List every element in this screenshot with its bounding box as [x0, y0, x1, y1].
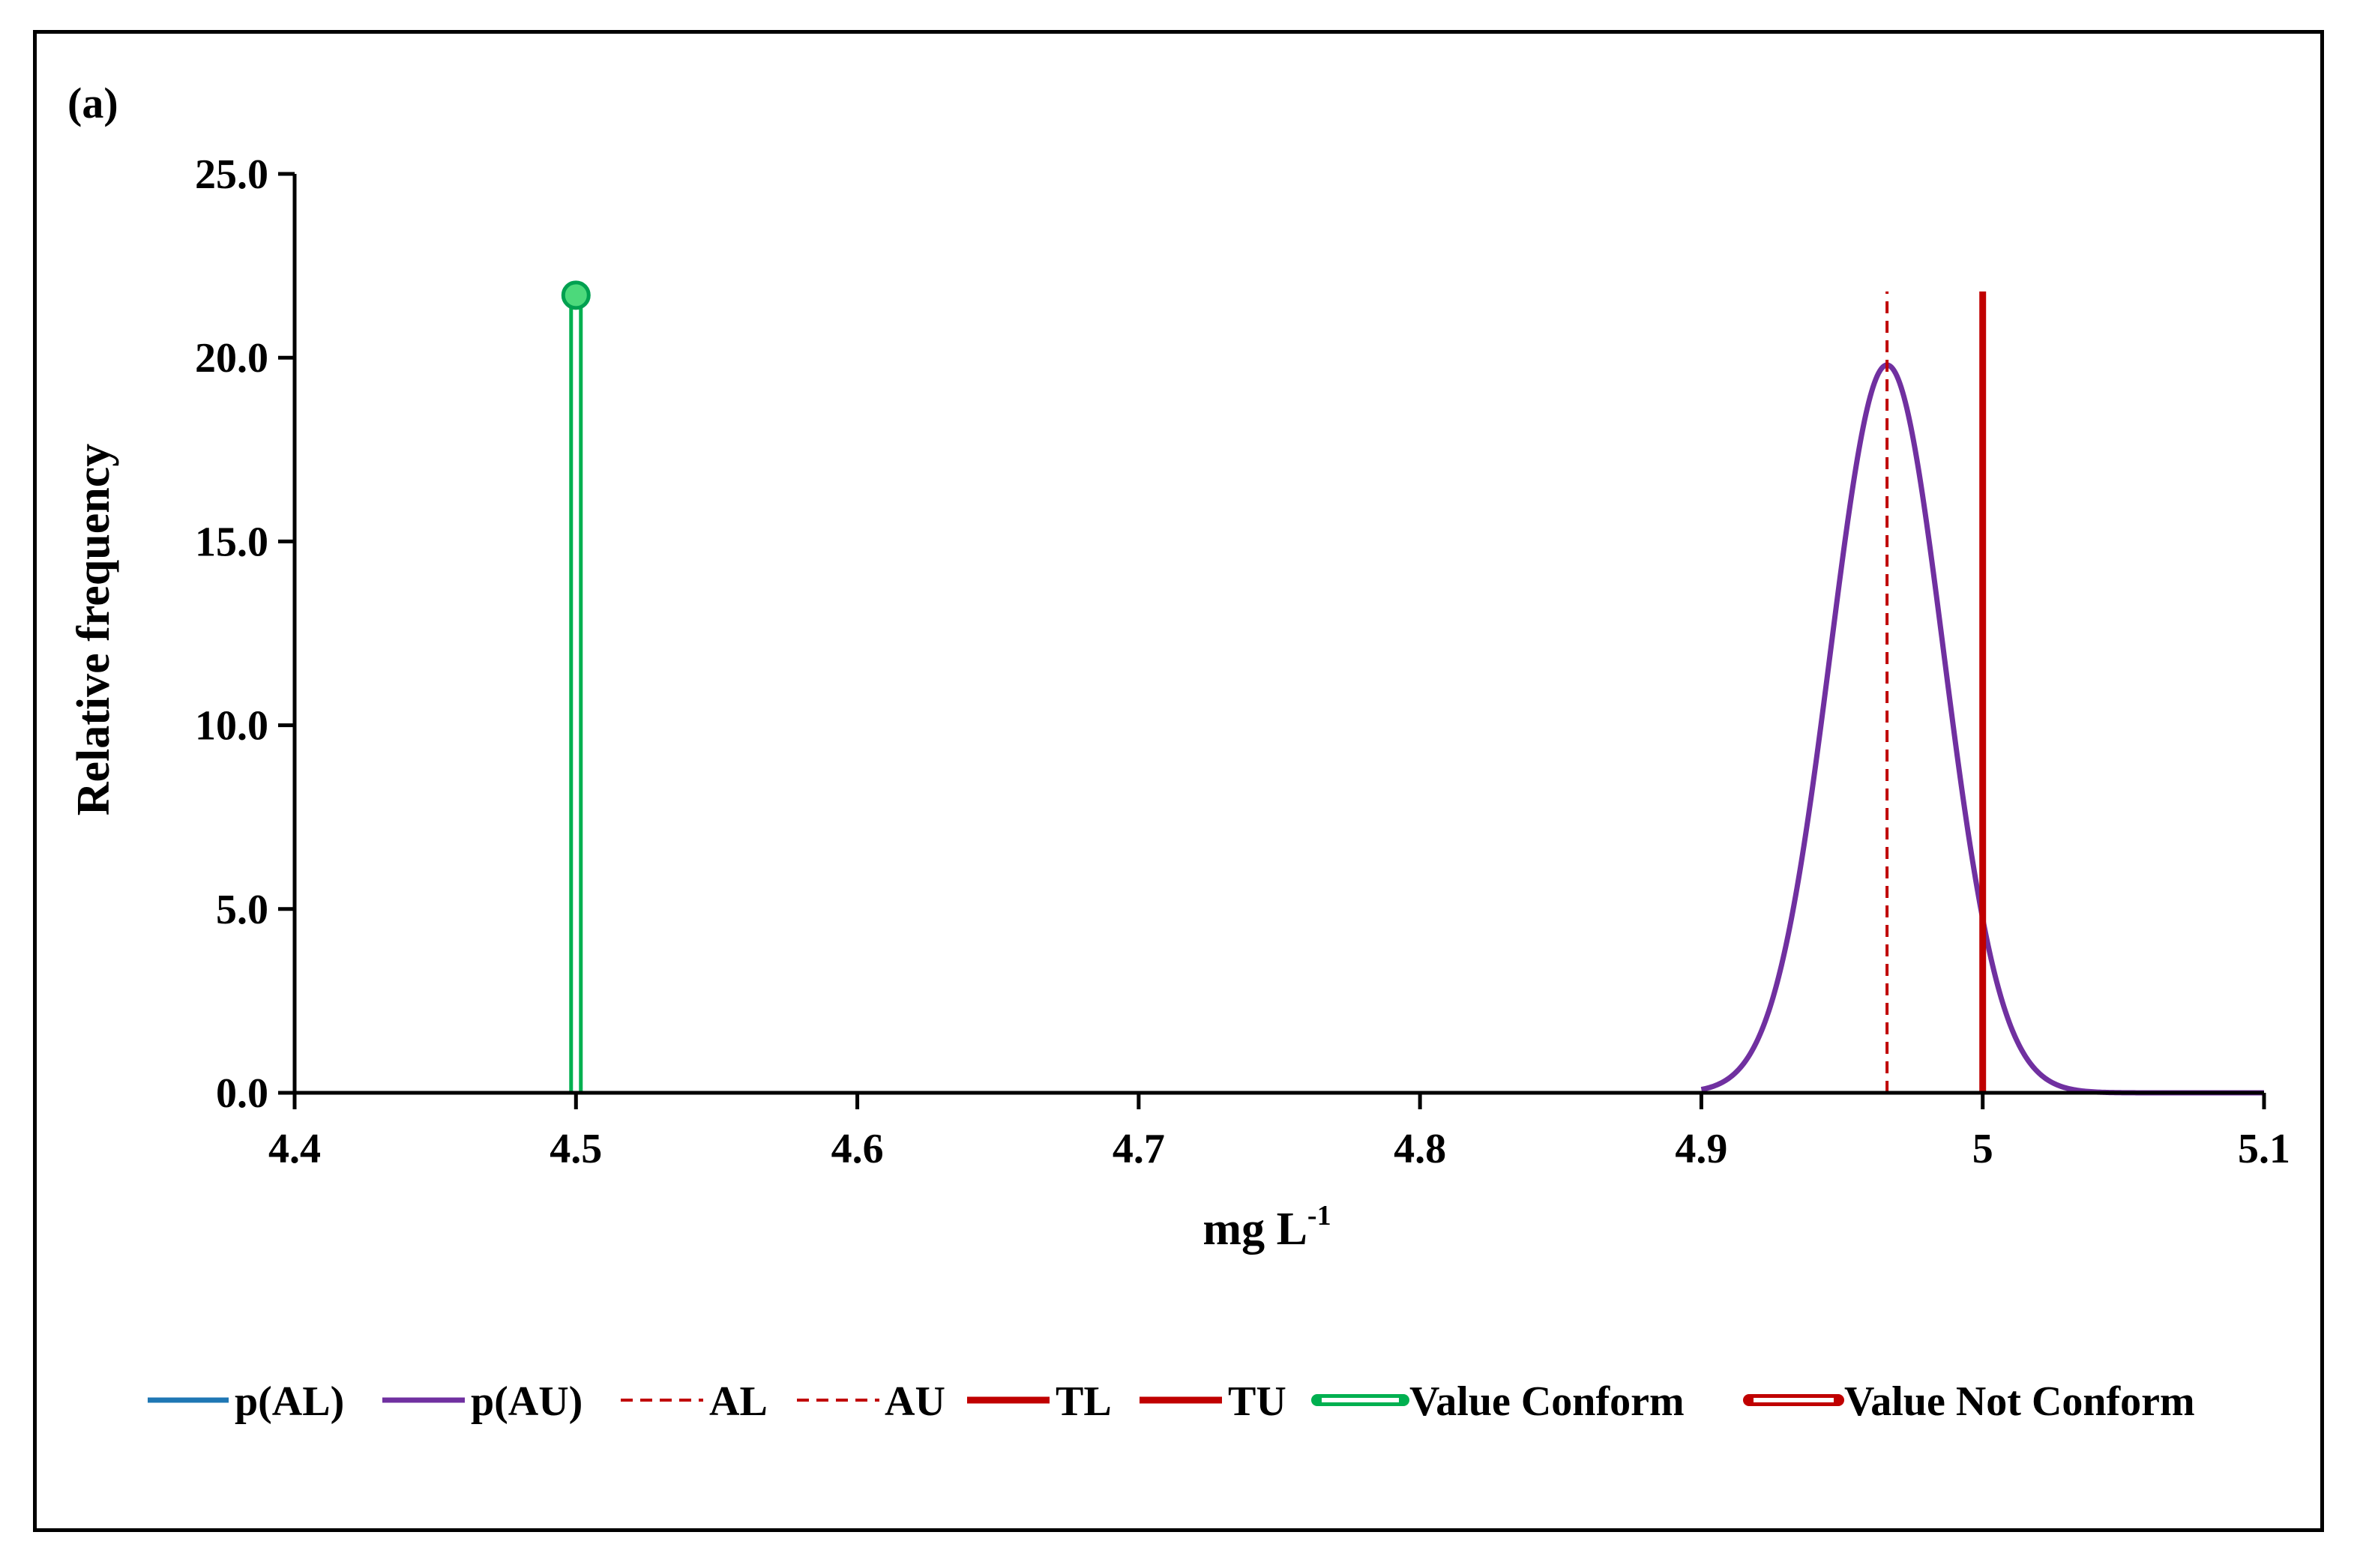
x-axis-title-superscript: -1 — [1307, 1200, 1331, 1231]
legend-label-p-au: p(AU) — [471, 1378, 583, 1425]
legend-label-al: AL — [709, 1378, 768, 1425]
legend-label-value-conform: Value Conform — [1409, 1378, 1685, 1425]
x-axis-title: mg L-1 — [1202, 1200, 1331, 1255]
legend: p(AL) p(AU) AL AU TL TU Value Conform Value Not… — [148, 1378, 2195, 1425]
panel-label: (a) — [67, 79, 118, 127]
chart-frame — [33, 30, 2324, 1532]
legend-label-tl: TL — [1056, 1378, 1112, 1425]
axes: 0.0 5.0 10.0 15.0 20.0 25.0 4.4 4.5 4.6 4.7 4.8 4.9… — [195, 151, 2290, 1172]
x-tick-label: 4.7 — [1113, 1126, 1165, 1172]
series-value-conform-marker — [561, 280, 591, 310]
x-tick-label: 4.9 — [1675, 1126, 1727, 1172]
x-tick-label: 4.5 — [550, 1126, 602, 1172]
legend-label-p-al: p(AL) — [235, 1378, 344, 1425]
y-tick-label: 25.0 — [195, 151, 268, 198]
x-tick-label: 4.6 — [831, 1126, 884, 1172]
x-tick-label: 5.1 — [2238, 1126, 2290, 1172]
y-axis-title-group: Relative frequency — [68, 444, 119, 815]
x-axis-title-unit: mg L — [1202, 1204, 1307, 1255]
y-tick-label: 10.0 — [195, 703, 268, 750]
x-tick-label: 4.4 — [268, 1126, 321, 1172]
legend-label-value-not-conform: Value Not Conform — [1844, 1378, 2195, 1425]
y-axis-title: Relative frequency — [68, 444, 119, 815]
x-tick-label: 5 — [1972, 1126, 1993, 1172]
legend-label-au: AU — [885, 1378, 945, 1425]
y-tick-label: 0.0 — [216, 1070, 268, 1117]
y-tick-label: 5.0 — [216, 887, 268, 933]
legend-label-tu: TU — [1228, 1378, 1286, 1425]
y-tick-label: 20.0 — [195, 335, 268, 382]
y-tick-label: 15.0 — [195, 519, 268, 565]
x-tick-label: 4.8 — [1394, 1126, 1446, 1172]
plot-area — [561, 280, 2264, 1096]
